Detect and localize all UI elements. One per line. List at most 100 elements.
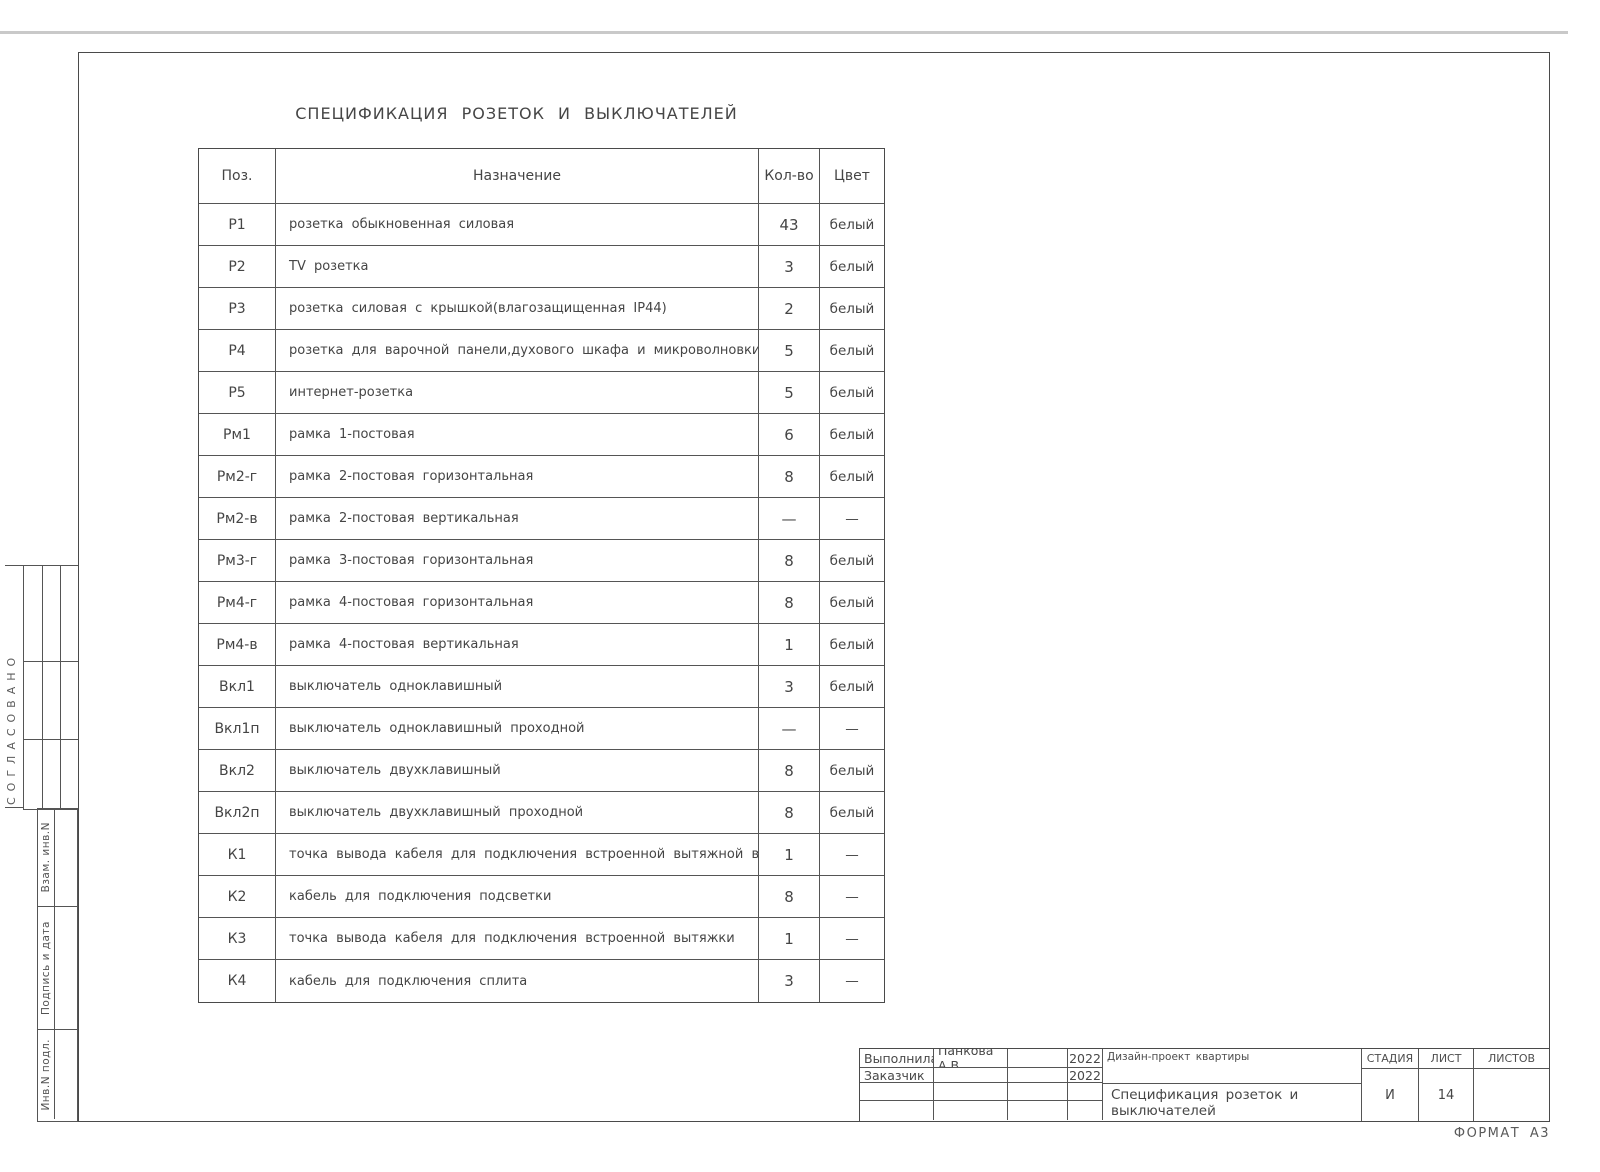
table-cell-purpose: точка вывода кабеля для подключения встр… bbox=[276, 918, 759, 960]
table-cell-qty: 1 bbox=[759, 918, 820, 960]
table-cell-color: белый bbox=[820, 372, 884, 414]
stage-header: СТАДИЯ bbox=[1362, 1049, 1419, 1068]
table-cell-color: белый bbox=[820, 792, 884, 834]
stamp-line-top bbox=[5, 565, 23, 567]
table-cell-purpose: рамка 3-постовая горизонтальная bbox=[276, 540, 759, 582]
table-cell-pos: Рм4-г bbox=[199, 582, 276, 624]
table-cell-color: — bbox=[820, 960, 884, 1002]
table-cell-purpose: выключатель одноклавишный bbox=[276, 666, 759, 708]
table-cell-pos: К3 bbox=[199, 918, 276, 960]
table-cell-pos: Р1 bbox=[199, 204, 276, 246]
title-block-stage-sheet: СТАДИЯ ЛИСТ ЛИСТОВ И 14 bbox=[1362, 1049, 1549, 1121]
table-cell-color: — bbox=[820, 708, 884, 750]
table-cell-color: белый bbox=[820, 246, 884, 288]
table-cell-pos: К1 bbox=[199, 834, 276, 876]
table-cell-color: белый bbox=[820, 540, 884, 582]
table-cell-qty: 8 bbox=[759, 792, 820, 834]
table-cell-qty: 8 bbox=[759, 876, 820, 918]
column-header-pos: Поз. bbox=[199, 149, 276, 204]
customer-role: Заказчик bbox=[860, 1068, 934, 1083]
table-cell-pos: Рм1 bbox=[199, 414, 276, 456]
table-cell-qty: 6 bbox=[759, 414, 820, 456]
table-cell-color: белый bbox=[820, 666, 884, 708]
table-cell-qty: 1 bbox=[759, 624, 820, 666]
table-cell-pos: Рм2-в bbox=[199, 498, 276, 540]
sheets-total bbox=[1474, 1069, 1549, 1121]
table-cell-pos: К4 bbox=[199, 960, 276, 1002]
table-cell-pos: Рм2-г bbox=[199, 456, 276, 498]
table-cell-color: белый bbox=[820, 288, 884, 330]
table-cell-purpose: розетка обыкновенная силовая bbox=[276, 204, 759, 246]
table-cell-pos: Вкл1 bbox=[199, 666, 276, 708]
table-cell-pos: Р4 bbox=[199, 330, 276, 372]
table-cell-purpose: розетка для варочной панели,духового шка… bbox=[276, 330, 759, 372]
table-cell-purpose: кабель для подключения подсветки bbox=[276, 876, 759, 918]
sheets-header: ЛИСТОВ bbox=[1487, 1052, 1536, 1065]
stamp-line-bottom bbox=[5, 806, 23, 808]
title-block-titles: Дизайн-проект квартиры Спецификация розе… bbox=[1103, 1049, 1362, 1121]
table-cell-color: — bbox=[820, 876, 884, 918]
table-cell-color: белый bbox=[820, 624, 884, 666]
table-cell-qty: 8 bbox=[759, 456, 820, 498]
table-cell-qty: — bbox=[759, 498, 820, 540]
table-cell-purpose: рамка 1-постовая bbox=[276, 414, 759, 456]
table-cell-qty: 8 bbox=[759, 540, 820, 582]
table-cell-color: белый bbox=[820, 204, 884, 246]
table-cell-color: — bbox=[820, 498, 884, 540]
page-title: СПЕЦИФИКАЦИЯ РОЗЕТОК И ВЫКЛЮЧАТЕЛЕЙ bbox=[295, 104, 738, 123]
executor-year: 2022 bbox=[1068, 1049, 1103, 1068]
table-cell-pos: Р5 bbox=[199, 372, 276, 414]
table-cell-qty: 3 bbox=[759, 246, 820, 288]
table-cell-qty: 2 bbox=[759, 288, 820, 330]
table-cell-purpose: точка вывода кабеля для подключения встр… bbox=[276, 834, 759, 876]
drawing-frame bbox=[78, 52, 1550, 1122]
side-label-inv-podl: Инв.N подл. bbox=[40, 1038, 52, 1111]
approved-signature-grid bbox=[23, 565, 78, 810]
top-divider-line bbox=[0, 31, 1568, 34]
title-block: Выполнила Панкова А.В. 2022 Заказчик 202… bbox=[859, 1048, 1550, 1122]
table-cell-pos: Вкл1п bbox=[199, 708, 276, 750]
table-cell-pos: Р2 bbox=[199, 246, 276, 288]
executor-name: Панкова А.В. bbox=[934, 1049, 1008, 1068]
table-cell-pos: Р3 bbox=[199, 288, 276, 330]
table-cell-pos: К2 bbox=[199, 876, 276, 918]
approved-stamp-label: СОГЛАСОВАНО bbox=[5, 651, 18, 805]
table-cell-pos: Рм4-в bbox=[199, 624, 276, 666]
table-cell-qty: 8 bbox=[759, 582, 820, 624]
table-cell-purpose: рамка 2-постовая горизонтальная bbox=[276, 456, 759, 498]
column-header-qty: Кол-во bbox=[759, 149, 820, 204]
table-cell-qty: 5 bbox=[759, 372, 820, 414]
table-cell-purpose: выключатель двухклавишный bbox=[276, 750, 759, 792]
table-cell-pos: Рм3-г bbox=[199, 540, 276, 582]
table-cell-purpose: выключатель одноклавишный проходной bbox=[276, 708, 759, 750]
table-cell-color: белый bbox=[820, 750, 884, 792]
table-cell-qty: 8 bbox=[759, 750, 820, 792]
executor-role: Выполнила bbox=[860, 1049, 934, 1068]
side-label-vzam-inv: Взам. инв.N bbox=[40, 822, 52, 893]
table-cell-qty: — bbox=[759, 708, 820, 750]
table-cell-color: белый bbox=[820, 456, 884, 498]
table-cell-purpose: рамка 4-постовая вертикальная bbox=[276, 624, 759, 666]
sheet-header: ЛИСТ bbox=[1419, 1049, 1474, 1068]
table-cell-color: белый bbox=[820, 582, 884, 624]
table-cell-pos: Вкл2п bbox=[199, 792, 276, 834]
table-cell-color: белый bbox=[820, 330, 884, 372]
table-cell-qty: 43 bbox=[759, 204, 820, 246]
table-cell-purpose: интернет-розетка bbox=[276, 372, 759, 414]
table-cell-color: — bbox=[820, 834, 884, 876]
side-label-podpis-data: Подпись и дата bbox=[40, 921, 52, 1015]
title-block-signatures: Выполнила Панкова А.В. 2022 Заказчик 202… bbox=[860, 1049, 1103, 1121]
side-stamp-strip: Взам. инв.N Подпись и дата Инв.N подл. bbox=[37, 808, 78, 1122]
table-cell-qty: 1 bbox=[759, 834, 820, 876]
document-title: Спецификация розеток и выключателей bbox=[1111, 1086, 1299, 1119]
table-cell-qty: 3 bbox=[759, 960, 820, 1002]
table-cell-purpose: рамка 2-постовая вертикальная bbox=[276, 498, 759, 540]
table-cell-purpose: розетка силовая с крышкой(влагозащищенна… bbox=[276, 288, 759, 330]
table-cell-purpose: выключатель двухклавишный проходной bbox=[276, 792, 759, 834]
project-name: Дизайн-проект квартиры bbox=[1103, 1049, 1361, 1084]
table-cell-color: — bbox=[820, 918, 884, 960]
table-cell-qty: 3 bbox=[759, 666, 820, 708]
table-cell-qty: 5 bbox=[759, 330, 820, 372]
customer-name bbox=[934, 1068, 1008, 1083]
